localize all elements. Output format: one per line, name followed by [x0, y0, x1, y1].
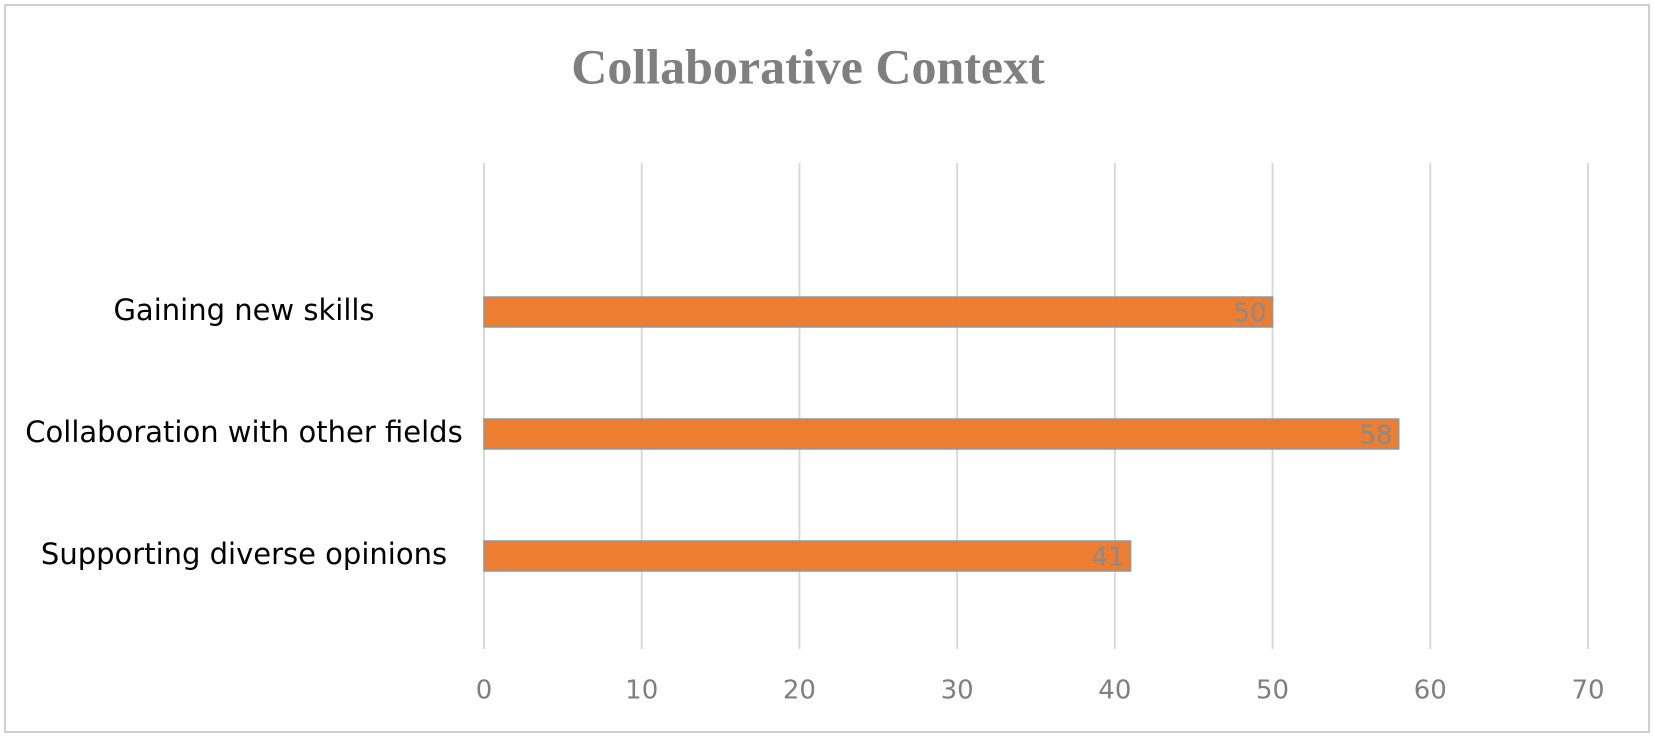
- data-label: 41: [1092, 543, 1125, 573]
- x-tick-label: 70: [1571, 676, 1604, 706]
- bar: [483, 296, 1274, 328]
- bar: [483, 540, 1132, 572]
- chart-title: Collaborative Context: [571, 38, 1045, 94]
- x-tick-label: 0: [476, 676, 493, 706]
- chart-border: [4, 4, 1650, 733]
- bar: [483, 418, 1400, 450]
- y-tick-label: Supporting diverse opinions: [41, 537, 447, 571]
- data-label: 50: [1233, 299, 1266, 329]
- x-tick-label: 50: [1256, 676, 1289, 706]
- x-tick-label: 20: [783, 676, 816, 706]
- x-tick-label: 60: [1414, 676, 1447, 706]
- x-tick-label: 30: [941, 676, 974, 706]
- x-tick-label: 40: [1098, 676, 1131, 706]
- y-tick-label: Gaining new skills: [113, 293, 374, 327]
- x-tick-label: 10: [625, 676, 658, 706]
- y-tick-label: Collaboration with other fields: [25, 415, 462, 449]
- data-label: 58: [1360, 421, 1393, 451]
